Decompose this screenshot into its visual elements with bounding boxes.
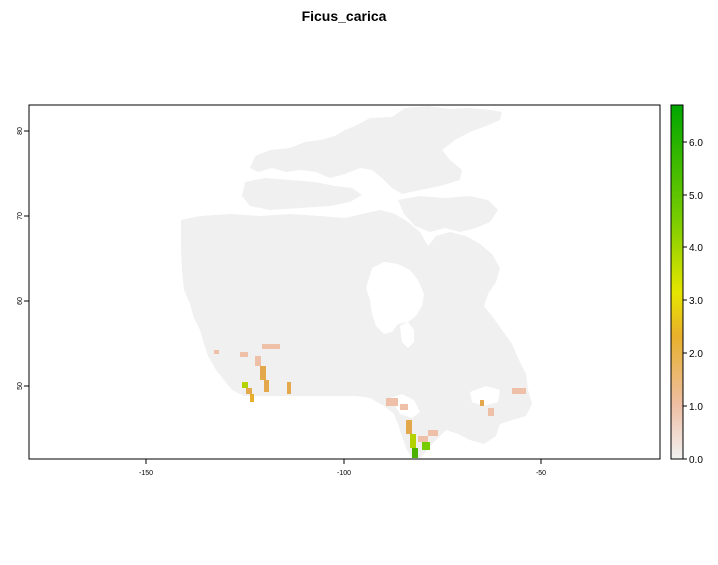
y-tick-label: 70 <box>17 212 24 220</box>
hudson-bay <box>366 262 424 334</box>
x-tick-label: -100 <box>337 470 351 477</box>
x-axis <box>145 459 542 464</box>
legend-tick-label: 5.0 <box>689 191 703 202</box>
gulf-st-lawrence <box>470 386 500 406</box>
y-tick-label: 60 <box>17 297 24 305</box>
legend-tick-label: 6.0 <box>689 138 703 149</box>
map-title: Ficus_carica <box>302 8 387 24</box>
y-tick-label: 50 <box>17 382 24 390</box>
legend-tick-label: 2.0 <box>689 349 703 360</box>
y-tick-label: 80 <box>17 127 24 135</box>
james-bay <box>400 322 414 348</box>
suitability-cells <box>214 344 526 458</box>
legend-tick-label: 1.0 <box>689 402 703 413</box>
legend-tick-label: 3.0 <box>689 296 703 307</box>
legend-colorbar <box>670 104 684 460</box>
x-tick-label: -150 <box>139 470 153 477</box>
y-axis <box>24 130 29 387</box>
canada-landmass <box>181 106 532 458</box>
legend-tick-label: 0.0 <box>689 455 703 466</box>
x-tick-label: -50 <box>536 470 546 477</box>
legend-tick-label: 4.0 <box>689 243 703 254</box>
legend-ticks <box>683 141 687 460</box>
